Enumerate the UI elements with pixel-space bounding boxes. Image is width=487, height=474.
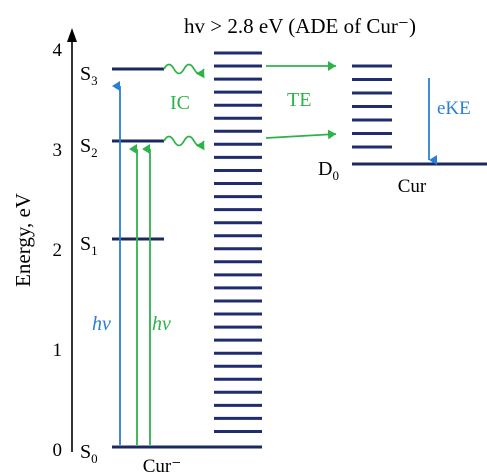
y-tick-label: 1 xyxy=(53,340,63,361)
ic-wavy-arrow-upper xyxy=(163,63,205,79)
ic-wavy-arrow-lower xyxy=(163,135,205,151)
y-axis-label: Energy, eV xyxy=(11,193,35,287)
level-s2-label: S2 xyxy=(80,135,98,160)
te-label: TE xyxy=(287,89,311,111)
level-s0-label: S0 xyxy=(80,441,98,466)
level-s1-label: S1 xyxy=(80,233,98,258)
level-d0-label: D0 xyxy=(318,158,339,183)
y-axis-ticks: 0 1 2 3 4 xyxy=(53,40,63,461)
neutral-vibrational-manifold xyxy=(352,64,392,149)
y-tick-label: 2 xyxy=(53,240,63,261)
neutral-label: Cur xyxy=(398,176,427,197)
ic-label: IC xyxy=(170,92,190,114)
te-arrow-lower xyxy=(265,129,337,140)
diagram-title: hv > 2.8 eV (ADE of Cur⁻) xyxy=(184,14,416,38)
anion-label: Cur⁻ xyxy=(143,456,182,474)
anion-vibrational-manifold xyxy=(214,51,262,433)
y-tick-label: 4 xyxy=(53,40,63,61)
hv-green-label: hv xyxy=(152,313,171,335)
y-axis-arrowhead xyxy=(67,28,77,42)
hv-blue-label: hv xyxy=(92,313,111,335)
y-tick-label: 3 xyxy=(53,140,63,161)
eke-label: eKE xyxy=(437,98,471,119)
level-s3-label: S3 xyxy=(80,63,98,88)
y-tick-label: 0 xyxy=(53,440,63,461)
